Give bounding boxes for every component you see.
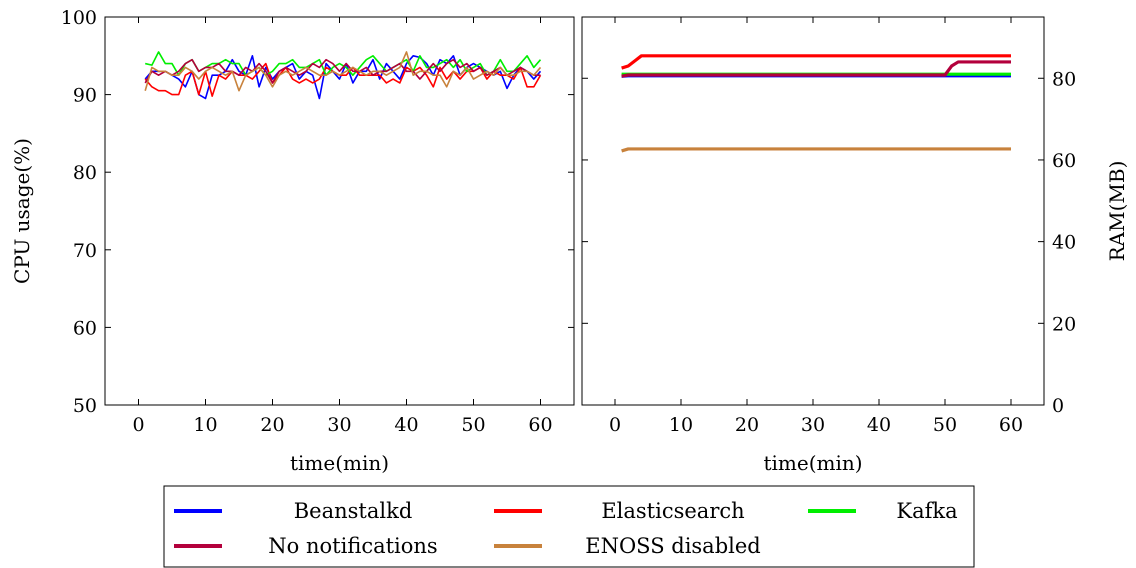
legend-label-no-notifications: No notifications (268, 534, 437, 558)
cpu-x-axis-title: time(min) (290, 451, 389, 475)
ram-series-enoss-disabled (621, 147, 1011, 153)
legend-label-elasticsearch: Elasticsearch (601, 499, 744, 523)
cpu-y-tick-label: 90 (73, 85, 97, 107)
cpu-y-tick-label: 50 (73, 395, 97, 417)
cpu-x-tick-label: 30 (327, 414, 351, 436)
cpu-x-tick-label: 20 (260, 414, 284, 436)
cpu-series-kafka (145, 51, 542, 76)
ram-x-tick-label: 30 (801, 414, 825, 436)
ram-y-tick-label: 60 (1052, 150, 1076, 172)
legend-label-beanstalkd: Beanstalkd (294, 499, 413, 523)
ram-x-axis-title: time(min) (763, 451, 862, 475)
cpu-y-tick-label: 80 (73, 162, 97, 184)
ram-usage-panel: 0 10 20 30 40 50 60 0 20 40 60 80 time(min) RAM(MB) (581, 16, 1129, 475)
ram-y-tick-label: 80 (1052, 68, 1076, 90)
legend: Beanstalkd Elasticsearch Kafka No notificat… (163, 485, 975, 568)
cpu-y-tick-label: 100 (61, 7, 97, 29)
ram-x-tick-label: 0 (609, 414, 621, 436)
ram-y-tick-label: 0 (1052, 395, 1064, 417)
cpu-x-tick-label: 0 (132, 414, 144, 436)
ram-series-no-notifications (621, 60, 1011, 78)
ram-x-tick-label: 50 (933, 414, 957, 436)
legend-label-enoss-disabled: ENOSS disabled (585, 534, 761, 558)
legend-box (163, 485, 975, 568)
ram-y-axis-title: RAM(MB) (1105, 161, 1129, 262)
cpu-x-tick-label: 10 (193, 414, 217, 436)
ram-x-tick-label: 20 (735, 414, 759, 436)
cpu-x-tick-label: 40 (394, 414, 418, 436)
ram-y-tick-label: 40 (1052, 232, 1076, 254)
ram-x-tick-label: 40 (867, 414, 891, 436)
cpu-series-enoss-disabled (144, 51, 542, 92)
ram-x-tick-label: 60 (999, 414, 1023, 436)
cpu-y-axis-title: CPU usage(%) (10, 138, 34, 284)
cpu-x-tick-label: 60 (528, 414, 552, 436)
ram-series-elasticsearch (621, 54, 1011, 70)
ram-y-tick-label: 20 (1052, 313, 1076, 335)
cpu-x-tick-label: 50 (461, 414, 485, 436)
ram-x-tick-label: 10 (669, 414, 693, 436)
cpu-y-tick-label: 60 (73, 317, 97, 339)
legend-label-kafka: Kafka (896, 499, 957, 523)
cpu-usage-panel: 0 10 20 30 40 50 60 50 60 70 80 90 100 time(min) CPU u… (10, 7, 575, 475)
cpu-y-tick-label: 70 (73, 240, 97, 262)
cpu-series-beanstalkd (144, 54, 542, 100)
